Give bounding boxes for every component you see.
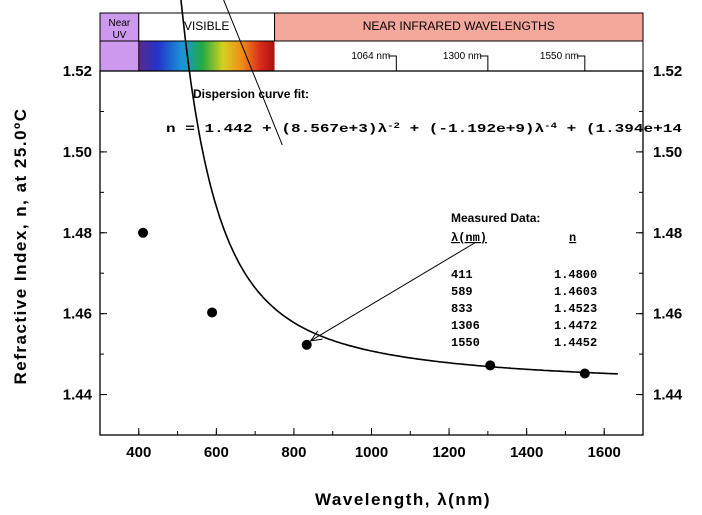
y-tick-label-left-3: 1.50	[63, 144, 92, 161]
wavelength-marker-tick-2	[576, 55, 586, 71]
band-1	[138, 12, 276, 42]
x-tick-label-0: 400	[126, 444, 151, 461]
dispersion-fit-curve	[180, 0, 618, 375]
band-label-0-1: UV	[112, 30, 126, 41]
table-cell-index-3: 1.4472	[554, 319, 597, 333]
measured-data-points	[138, 227, 590, 379]
table-cell-wavelength-2: 833	[451, 302, 473, 316]
table-cell-index-2: 1.4523	[554, 302, 597, 316]
annotation-arrows	[223, 0, 477, 342]
table-cell-wavelength-0: 411	[451, 268, 473, 282]
y-tick-label-right-4: 1.52	[653, 63, 682, 80]
band-2	[274, 12, 644, 42]
x-tick-label-2: 800	[281, 444, 306, 461]
y-tick-label-right-0: 1.44	[653, 387, 683, 404]
table-cell-index-4: 1.4452	[554, 336, 597, 350]
x-axis-title: Wavelength, λ(nm)	[315, 490, 491, 509]
table-col1-header: λ(nm)	[451, 231, 487, 245]
table-cell-wavelength-4: 1550	[451, 336, 480, 350]
x-tick-label-5: 1400	[510, 444, 543, 461]
x-tick-label-1: 600	[204, 444, 229, 461]
measured-data-table: 411 1.4800 589 1.4603 833 1.4523 1306 1.4472 155…	[451, 268, 597, 350]
band-0	[99, 12, 140, 42]
y-axis-ticks: 1.44 1.44 1.46 1.46 1.48 1.48 1.50 1.50 1.52 1.52	[63, 63, 683, 436]
near-uv-strip	[99, 40, 140, 72]
wavelength-marker-label-2: 1550 nm	[540, 51, 579, 62]
wavelength-marker-tick-1	[479, 55, 489, 71]
x-tick-label-3: 1000	[355, 444, 388, 461]
y-tick-label-right-3: 1.50	[653, 144, 682, 161]
table-title: Measured Data:	[451, 211, 540, 225]
x-tick-label-6: 1600	[588, 444, 621, 461]
visible-spectrum-strip	[138, 41, 275, 71]
x-axis-ticks: 400 600 800 1000 1200 1400 1600	[99, 428, 644, 461]
data-point-3	[485, 360, 496, 371]
data-point-2	[301, 339, 312, 350]
band-label-1-0: VISIBLE	[184, 19, 229, 33]
table-cell-index-0: 1.4800	[554, 268, 597, 282]
data-point-4	[579, 368, 590, 379]
table-cell-index-1: 1.4603	[554, 285, 597, 299]
data-arrow-shaft	[310, 241, 477, 342]
table-cell-wavelength-1: 589	[451, 285, 473, 299]
y-tick-label-right-1: 1.46	[653, 306, 682, 323]
wavelength-marker-label-1: 1300 nm	[443, 51, 482, 62]
wavelength-marker-label-0: 1064 nm	[351, 51, 390, 62]
fit-title: Dispersion curve fit:	[193, 87, 309, 101]
y-tick-label-left-0: 1.44	[63, 387, 93, 404]
y-tick-label-left-4: 1.52	[63, 63, 92, 80]
wavelength-marker-tick-0	[388, 55, 397, 71]
data-point-0	[138, 227, 149, 238]
data-arrow-head	[309, 330, 323, 342]
y-tick-label-left-1: 1.46	[63, 306, 92, 323]
fit-equation: n = 1.442 + (8.567e+3)λ -2 + (-1.192e+9)λ…	[166, 122, 682, 137]
x-tick-label-4: 1200	[432, 444, 465, 461]
band-label-2-0: NEAR INFRARED WAVELENGTHS	[363, 19, 555, 33]
table-col2-header: n	[569, 231, 576, 245]
fit-arrow-shaft	[223, 0, 283, 146]
y-tick-label-right-2: 1.48	[653, 225, 682, 242]
data-point-1	[207, 307, 218, 318]
band-label-0-0: Near	[109, 18, 131, 29]
y-tick-label-left-2: 1.48	[63, 225, 92, 242]
y-axis-title: Refractive Index, n, at 25.0ºC	[11, 107, 30, 384]
table-cell-wavelength-3: 1306	[451, 319, 480, 333]
